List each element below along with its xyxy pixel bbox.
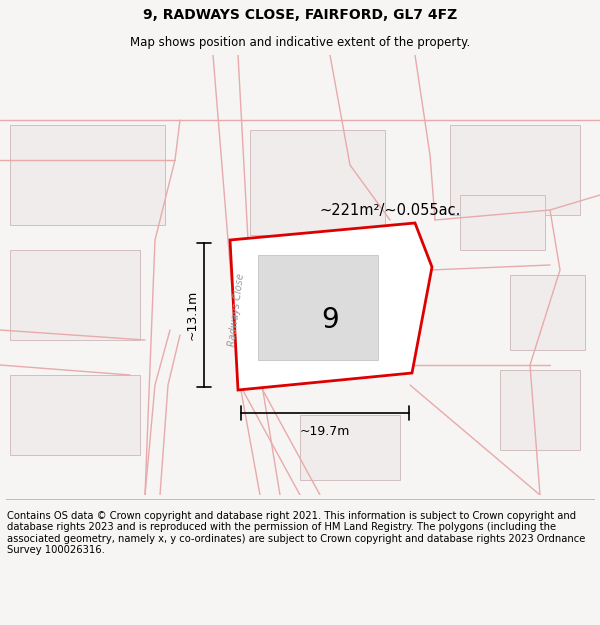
- Bar: [510, 275, 585, 350]
- Text: 9: 9: [321, 306, 339, 334]
- Bar: [10, 250, 140, 340]
- Bar: [460, 195, 545, 250]
- Bar: [450, 125, 580, 215]
- Bar: [300, 415, 400, 480]
- Text: Contains OS data © Crown copyright and database right 2021. This information is : Contains OS data © Crown copyright and d…: [7, 511, 586, 556]
- Text: ~13.1m: ~13.1m: [186, 290, 199, 340]
- Bar: [500, 370, 580, 450]
- Bar: [10, 375, 140, 455]
- Polygon shape: [258, 255, 378, 360]
- Polygon shape: [230, 223, 432, 390]
- Text: 9, RADWAYS CLOSE, FAIRFORD, GL7 4FZ: 9, RADWAYS CLOSE, FAIRFORD, GL7 4FZ: [143, 8, 457, 22]
- Text: ~221m²/~0.055ac.: ~221m²/~0.055ac.: [319, 202, 461, 217]
- Bar: [250, 130, 385, 235]
- Text: Radways Close: Radways Close: [227, 273, 247, 347]
- Text: ~19.7m: ~19.7m: [300, 425, 350, 438]
- Bar: [10, 125, 165, 225]
- Text: Map shows position and indicative extent of the property.: Map shows position and indicative extent…: [130, 36, 470, 49]
